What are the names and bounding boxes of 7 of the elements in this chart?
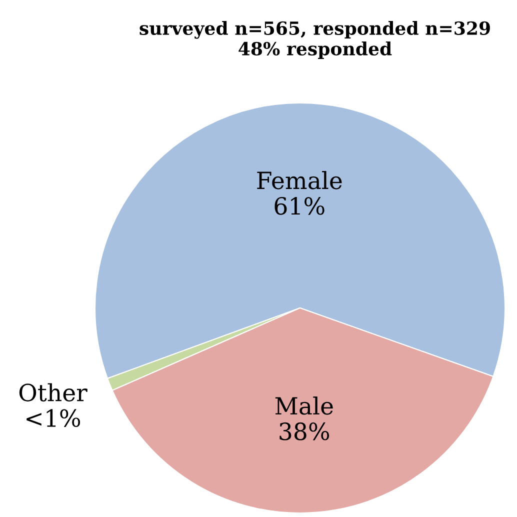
data-label: <1% [26, 409, 80, 428]
data-label: 61% [274, 197, 324, 215]
slice-label: Male [275, 396, 333, 415]
slice-label: Other [19, 383, 88, 402]
slice-label: Female [257, 171, 342, 190]
data-label: 38% [280, 422, 330, 440]
chart-title: surveyed n=565, responded n=329 48% responded [140, 21, 490, 59]
